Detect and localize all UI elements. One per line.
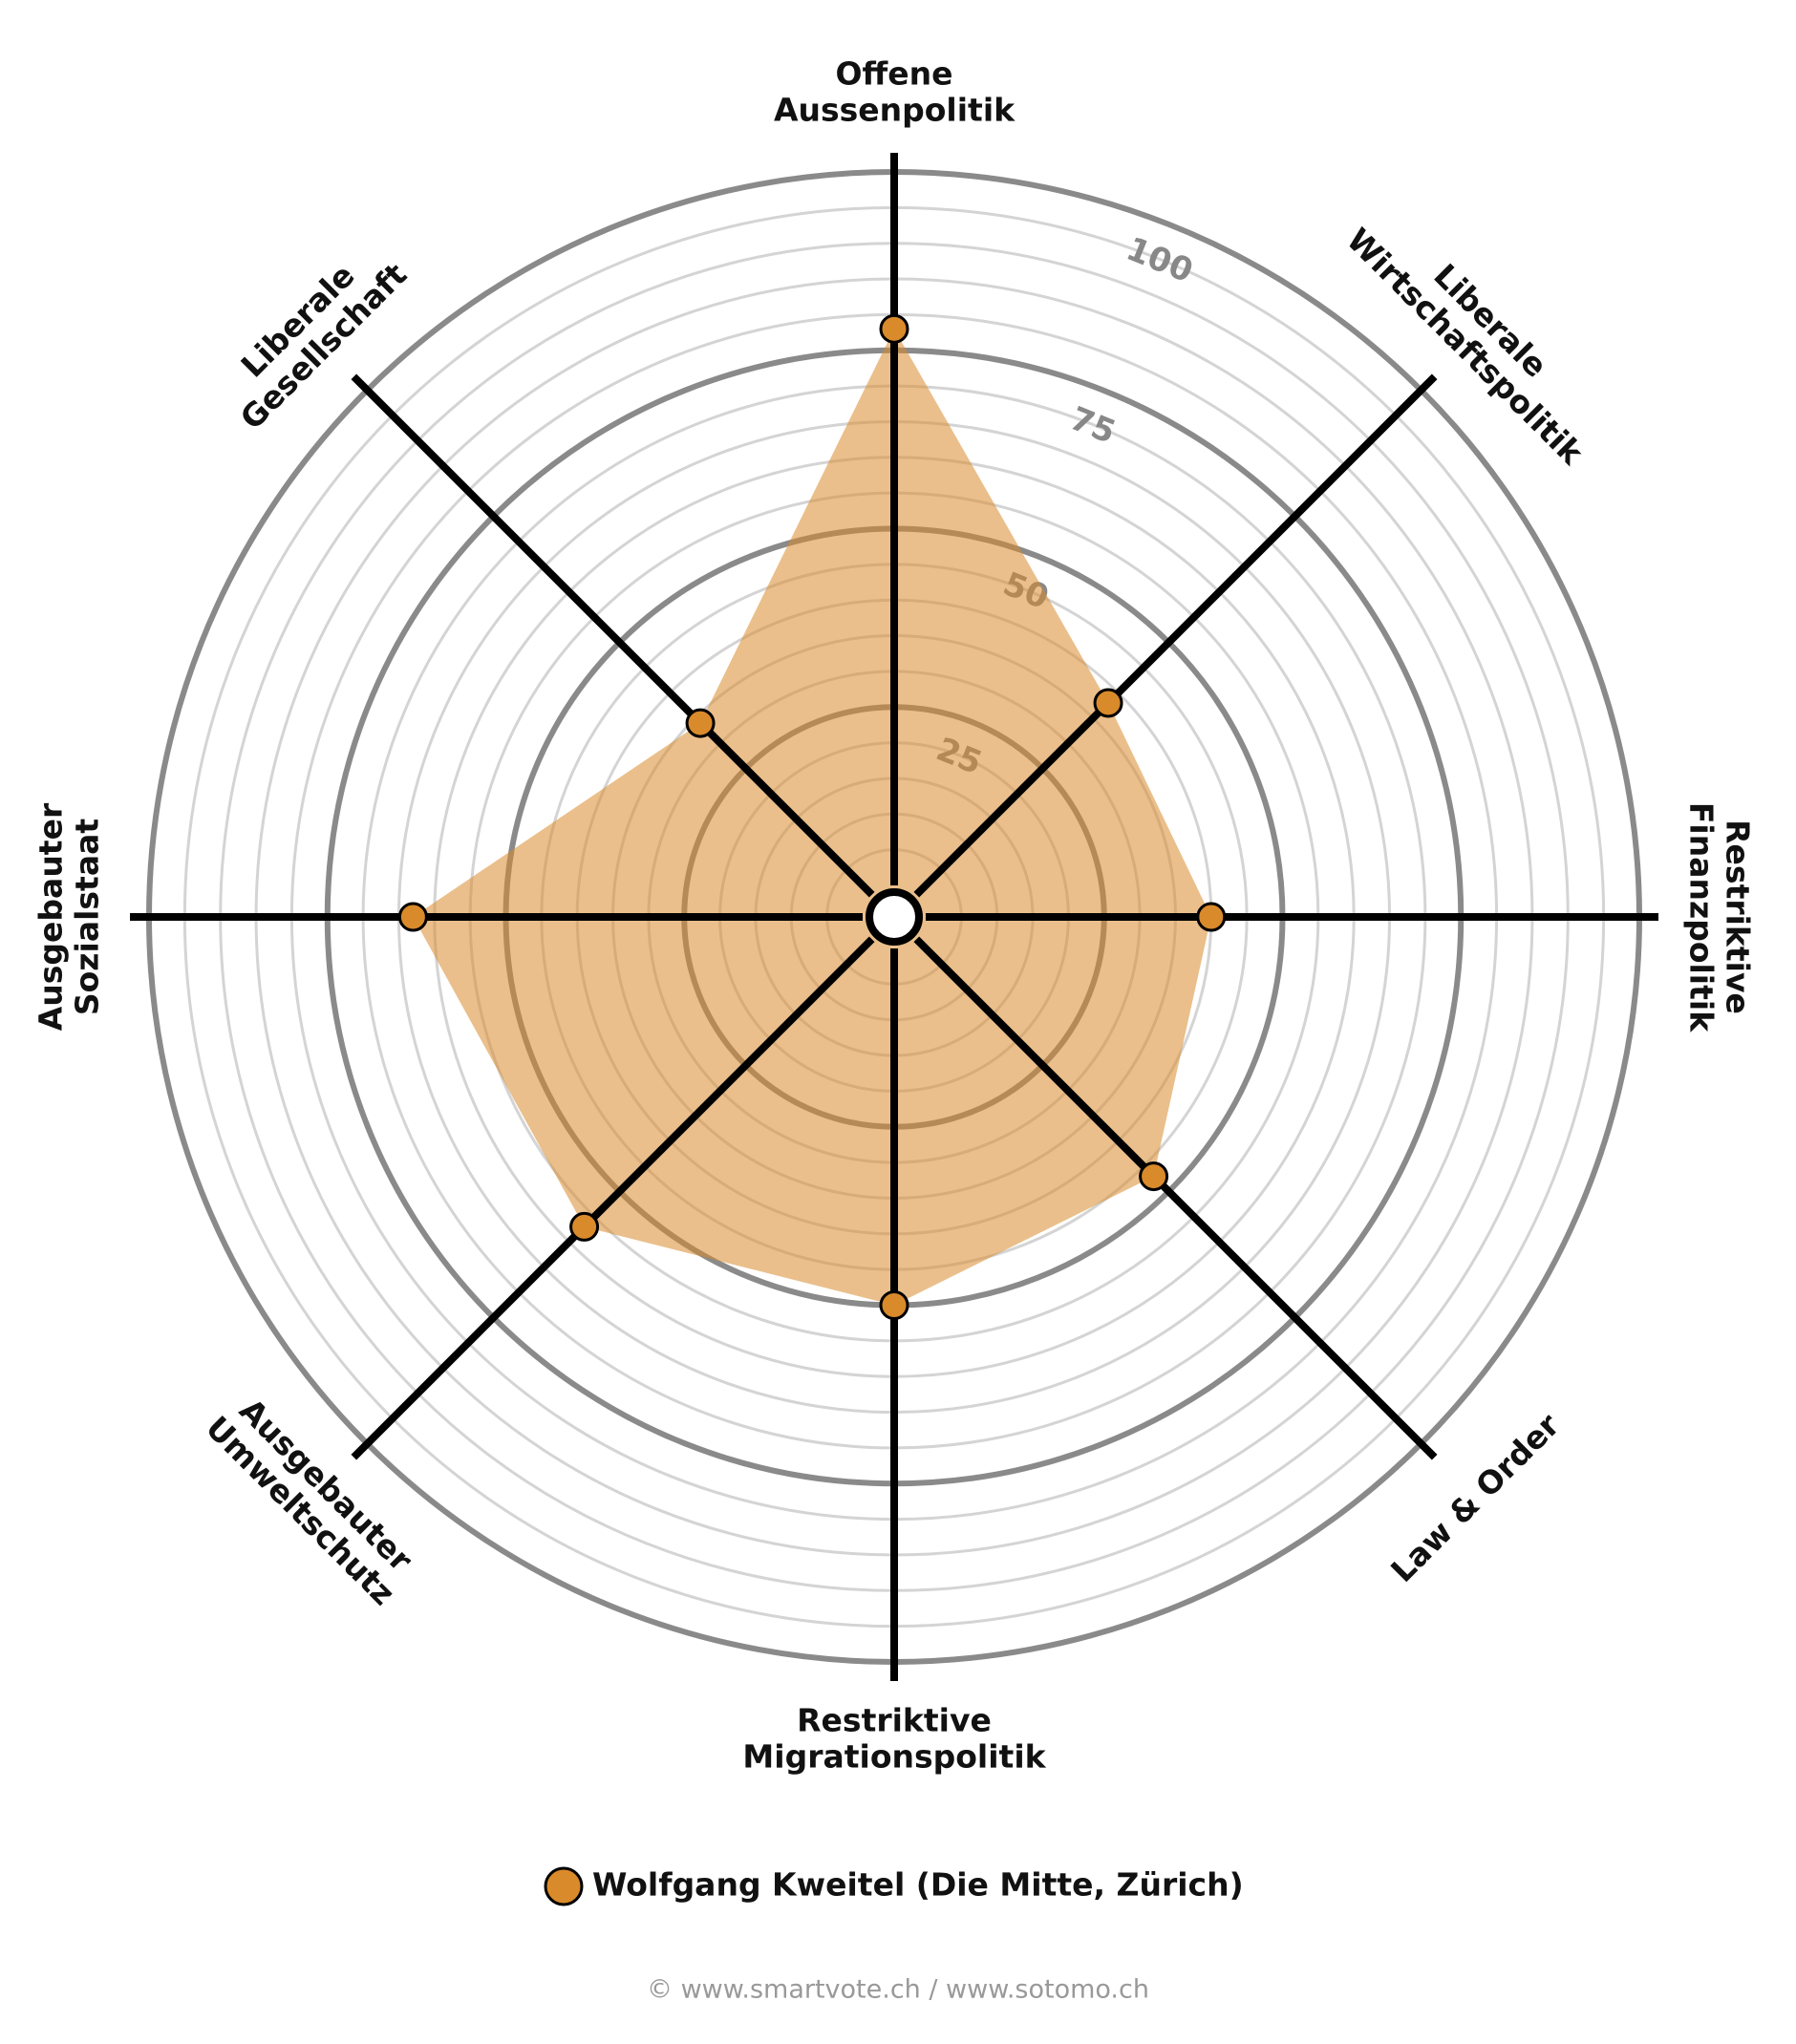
source: © www.smartvote.ch / www.sotomo.ch	[647, 1975, 1149, 2005]
spoke	[351, 936, 875, 1460]
spoke	[913, 936, 1438, 1460]
point	[397, 902, 428, 932]
legend-label: Wolfgang Kweitel (Die Mitte, Zürich)	[592, 1866, 1244, 1904]
point	[1093, 688, 1123, 718]
series-area	[413, 329, 1211, 1306]
axis-label-line: Ausgebauter	[32, 802, 70, 1031]
spoke	[913, 373, 1438, 898]
point	[879, 313, 909, 344]
plot: OffeneAussenpolitikLiberaleWirtschaftspo…	[32, 55, 1757, 1776]
axis-label: Ausgebauter Sozialstaat	[32, 802, 106, 1031]
axis-label-line: Sozialstaat	[69, 819, 106, 1015]
axis-label-line: Migrationspolitik	[742, 1738, 1046, 1776]
point	[569, 1211, 600, 1242]
axis-label-line: Aussenpolitik	[774, 92, 1016, 129]
point	[685, 708, 716, 738]
axis-label-line: Restriktive	[797, 1702, 992, 1739]
axis-label-line: Finanzpolitik	[1683, 802, 1721, 1033]
axis-label-line: Offene	[835, 55, 952, 93]
axis-label-line: Restriktive	[1720, 820, 1757, 1014]
point	[879, 1290, 909, 1320]
legend-marker	[544, 1866, 584, 1906]
point	[1139, 1161, 1169, 1192]
spoke	[351, 373, 875, 898]
point	[1196, 902, 1227, 932]
center	[866, 888, 923, 946]
